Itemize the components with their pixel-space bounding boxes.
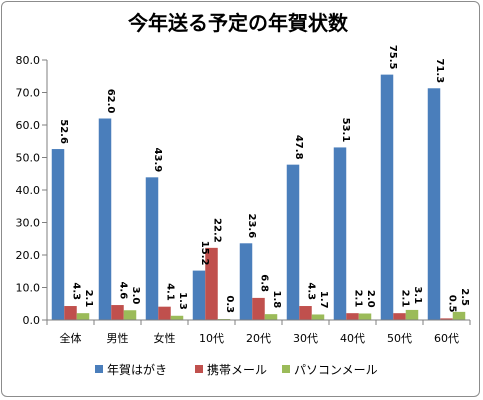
y-tick-label: 80.0 (16, 54, 41, 67)
data-label: 1.8 (271, 291, 282, 309)
bar (205, 247, 218, 320)
data-label: 6.8 (259, 274, 270, 292)
data-label: 15.2 (199, 241, 210, 266)
y-axis: 0.0 10.0 20.0 30.0 40.0 50.0 60.0 70.0 80.0 (16, 54, 48, 327)
bar (239, 243, 253, 320)
y-tick-label: 30.0 (16, 217, 41, 230)
x-category-label: 40代 (340, 332, 365, 345)
bar (76, 313, 90, 320)
data-label: 62.0 (105, 89, 116, 114)
data-labels: 52.6 62.0 43.9 15.2 23.6 47.8 53.1 75.5 71.3 4.3 4… (58, 45, 470, 313)
x-category-label: 50代 (387, 332, 412, 345)
data-label: 3.0 (130, 287, 141, 305)
bar (427, 88, 441, 321)
data-label: 1.7 (318, 291, 329, 309)
bar (380, 74, 394, 320)
x-category-label: 男性 (107, 331, 129, 345)
y-tick-label: 40.0 (16, 184, 41, 197)
y-tick-label: 70.0 (16, 87, 41, 100)
bar (440, 318, 453, 320)
x-category-label: 20代 (246, 332, 271, 345)
data-label: 53.1 (340, 118, 351, 143)
data-label: 2.0 (365, 290, 376, 308)
bar (311, 314, 325, 320)
data-label: 4.3 (71, 282, 82, 300)
legend-swatch (195, 365, 203, 373)
legend-swatch (95, 365, 103, 373)
y-tick-label: 50.0 (16, 152, 41, 165)
legend-label: パソコンメール (294, 363, 378, 377)
bar (358, 313, 372, 320)
bar (111, 305, 124, 320)
chart-title: 今年送る予定の年賀状数 (128, 11, 349, 35)
data-label: 4.3 (306, 282, 317, 300)
data-label: 2.1 (353, 290, 364, 308)
data-label: 0.3 (224, 295, 235, 313)
bar (333, 147, 347, 320)
data-label: 22.2 (212, 218, 223, 243)
x-category-label: 女性 (154, 331, 176, 345)
bars (51, 74, 466, 321)
bar (286, 164, 300, 320)
data-label: 3.1 (412, 286, 423, 304)
data-label: 2.1 (400, 290, 411, 308)
data-label: 23.6 (246, 214, 257, 239)
bar (252, 297, 265, 320)
data-label: 52.6 (58, 119, 69, 144)
data-label: 0.5 (447, 295, 458, 313)
legend: 年賀はがき 携帯メール パソコンメール (95, 362, 378, 377)
x-category-label: 60代 (434, 332, 459, 345)
data-label: 47.8 (293, 135, 304, 160)
bar (192, 270, 206, 320)
x-axis: 全体 男性 女性 10代 20代 30代 40代 50代 60代 (46, 319, 471, 345)
bar (98, 118, 112, 320)
y-tick-label: 0.0 (23, 314, 41, 327)
data-label: 75.5 (387, 45, 398, 70)
data-label: 2.5 (459, 288, 470, 306)
bar (393, 313, 406, 320)
bar (452, 311, 466, 320)
bar (346, 313, 359, 320)
bar (264, 314, 278, 320)
data-label: 2.1 (83, 290, 94, 308)
bar (158, 306, 171, 320)
legend-label: 年賀はがき (107, 362, 167, 377)
data-label: 71.3 (434, 58, 445, 83)
y-tick-label: 20.0 (16, 249, 41, 262)
data-label: 43.9 (152, 148, 163, 173)
legend-swatch (282, 365, 290, 373)
data-label: 4.1 (165, 283, 176, 301)
x-category-label: 30代 (293, 332, 318, 345)
bar (170, 315, 184, 320)
data-label: 1.3 (177, 292, 188, 310)
bar (123, 310, 137, 320)
legend-label: 携帯メール (207, 362, 267, 377)
data-label: 4.6 (118, 281, 129, 299)
bar (299, 306, 312, 320)
bar (51, 149, 65, 320)
bar (64, 306, 77, 320)
bar (405, 309, 419, 320)
bar (145, 177, 159, 320)
x-category-label: 全体 (60, 331, 82, 345)
y-tick-label: 10.0 (16, 282, 41, 295)
y-tick-label: 60.0 (16, 119, 41, 132)
x-category-label: 10代 (199, 332, 224, 345)
